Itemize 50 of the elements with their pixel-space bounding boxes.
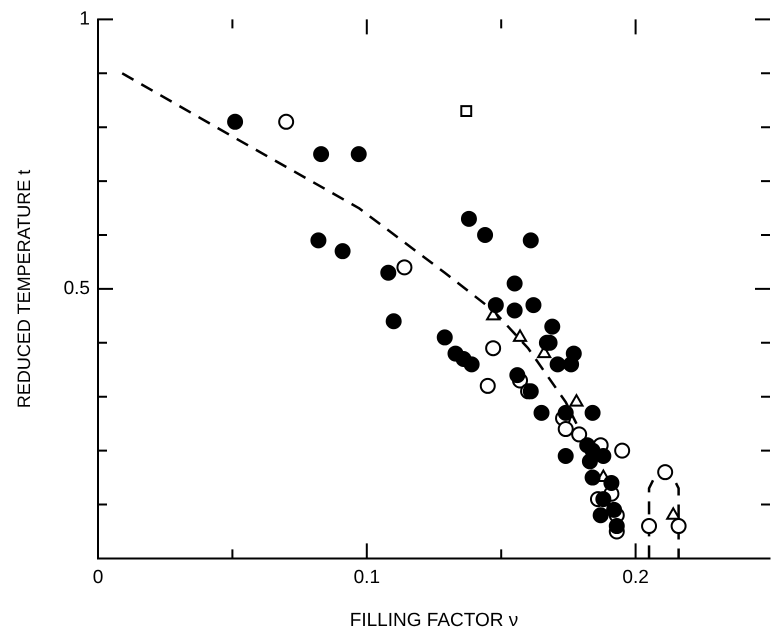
point <box>480 378 496 394</box>
x-tick-label: 0.2 <box>622 567 649 588</box>
point <box>592 507 609 524</box>
x-axis-title: FILLING FACTOR ν <box>350 610 518 631</box>
point <box>460 210 477 227</box>
point <box>608 518 625 534</box>
point <box>657 464 674 480</box>
point <box>606 502 622 518</box>
point <box>506 302 523 318</box>
point <box>386 313 402 330</box>
point <box>550 356 566 372</box>
point <box>509 367 526 384</box>
point <box>334 243 351 260</box>
point <box>584 404 601 421</box>
point <box>436 329 453 346</box>
y-tick-label: 1 <box>79 8 90 30</box>
point <box>460 105 472 117</box>
point <box>464 356 480 372</box>
point <box>571 426 588 442</box>
x-tick-label: 0 <box>92 567 104 588</box>
point <box>525 297 542 314</box>
point <box>227 114 244 130</box>
point <box>522 232 539 248</box>
point <box>544 318 560 335</box>
point <box>603 474 620 491</box>
point <box>506 276 523 292</box>
point <box>558 448 574 464</box>
x-tick-label: 0.1 <box>354 567 380 588</box>
point <box>558 421 574 438</box>
point <box>614 442 630 459</box>
point <box>485 340 502 356</box>
point <box>396 259 412 276</box>
point <box>380 264 396 281</box>
point <box>582 453 598 470</box>
point <box>313 146 330 162</box>
point <box>584 470 601 486</box>
y-tick-label: 0.5 <box>64 278 90 300</box>
point <box>563 356 580 372</box>
point <box>534 404 550 421</box>
point <box>558 404 574 421</box>
point <box>350 146 367 162</box>
point <box>278 114 294 130</box>
point <box>595 491 612 508</box>
point <box>477 227 494 243</box>
point <box>595 448 612 464</box>
point <box>488 297 504 314</box>
y-axis-title: REDUCED TEMPERATURE t <box>14 170 34 408</box>
point <box>641 518 658 534</box>
point <box>670 518 687 534</box>
point <box>310 232 326 248</box>
